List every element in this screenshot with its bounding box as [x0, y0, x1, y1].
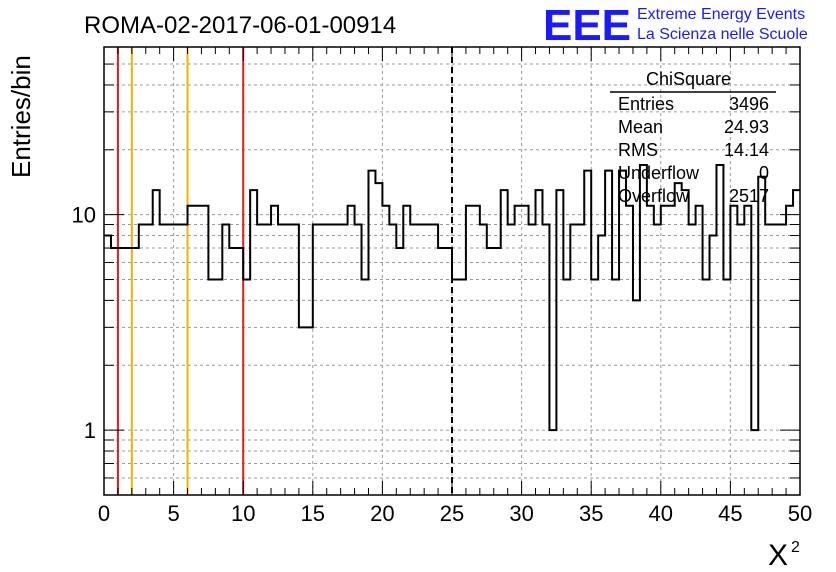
- x-tick-label: 25: [440, 501, 464, 526]
- x-tick-label: 5: [167, 501, 179, 526]
- eee-logo: EEE: [543, 1, 631, 50]
- y-tick-label: 10: [72, 203, 96, 228]
- logo-line-1: Extreme Energy Events: [637, 6, 805, 23]
- stats-box: ChiSquare Entries 3496 Mean 24.93 RMS 14.14 Un…: [610, 69, 776, 206]
- x-tick-label: 50: [788, 501, 812, 526]
- x-tick-labels: 0 5 10 15 20 25 30 35 40 45 50: [98, 501, 812, 526]
- x-tick-label: 40: [649, 501, 673, 526]
- stats-value: 0: [759, 163, 769, 183]
- logo-line-2: La Scienza nelle Scuole: [637, 26, 808, 43]
- x-tick-label: 0: [98, 501, 110, 526]
- stats-title: ChiSquare: [646, 69, 731, 89]
- x-tick-label: 30: [509, 501, 533, 526]
- stats-label: Mean: [618, 117, 663, 137]
- svg-text:2: 2: [791, 539, 800, 556]
- svg-text:X: X: [768, 539, 788, 572]
- stats-value: 3496: [729, 94, 769, 114]
- stats-value: 2517: [729, 186, 769, 206]
- x-tick-label: 45: [718, 501, 742, 526]
- axis-ticks: [103, 46, 801, 496]
- y-tick-labels: 1 10: [72, 203, 96, 443]
- y-axis-label: Entries/bin: [6, 55, 36, 178]
- stats-label: RMS: [618, 140, 658, 160]
- stats-label: Underflow: [618, 163, 700, 183]
- x-tick-label: 35: [579, 501, 603, 526]
- x-tick-label: 20: [370, 501, 394, 526]
- stats-label: Overflow: [618, 186, 690, 206]
- histogram-line: [104, 164, 800, 432]
- x-tick-label: 15: [301, 501, 325, 526]
- run-title: ROMA-02-2017-06-01-00914: [84, 12, 396, 39]
- x-tick-label: 10: [231, 501, 255, 526]
- reference-lines: [116, 47, 453, 495]
- y-tick-label: 1: [84, 418, 96, 443]
- stats-value: 24.93: [724, 117, 769, 137]
- x-axis-label: X 2: [768, 539, 800, 572]
- stats-value: 14.14: [724, 140, 769, 160]
- stats-label: Entries: [618, 94, 674, 114]
